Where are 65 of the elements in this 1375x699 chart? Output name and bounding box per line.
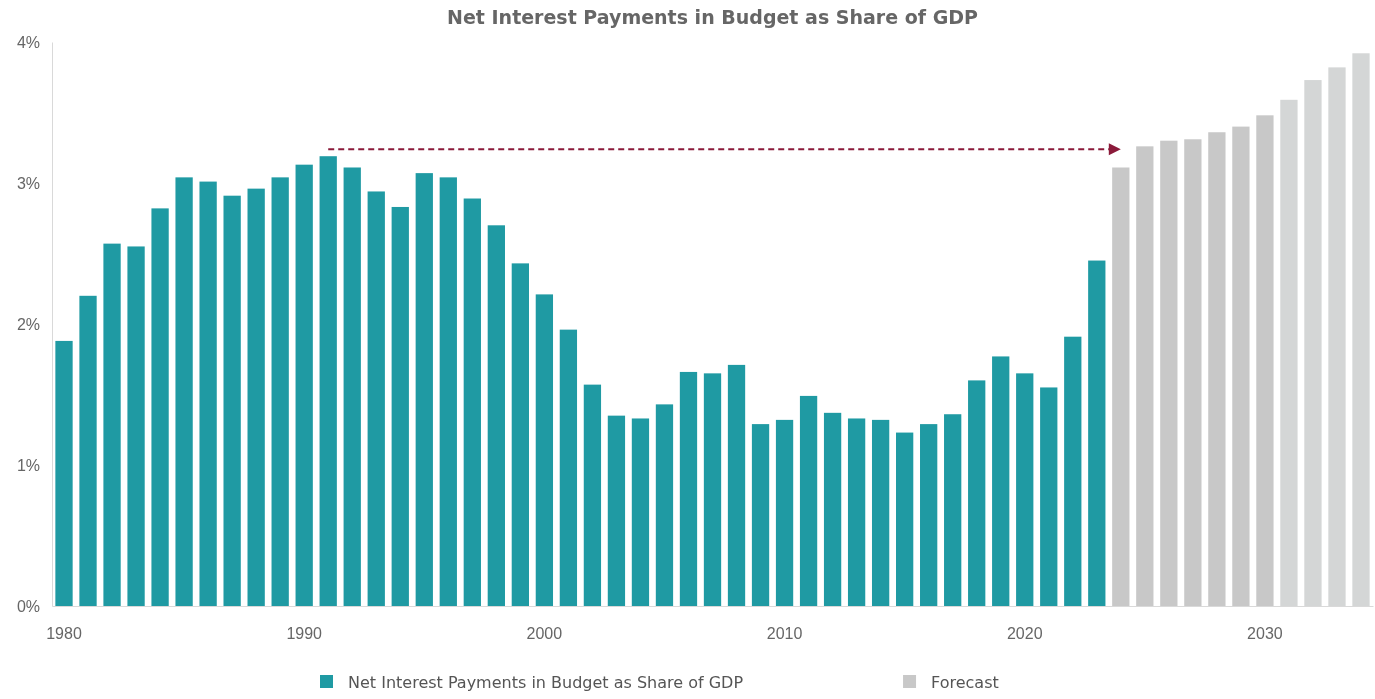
bar [1184, 139, 1202, 606]
y-tick-label: 1% [16, 456, 40, 474]
bar [1256, 115, 1274, 606]
legend-label: Forecast [931, 673, 999, 692]
bar [871, 419, 890, 606]
bar [1088, 260, 1106, 606]
bar [847, 418, 866, 606]
bar [79, 295, 97, 606]
bar [920, 424, 938, 606]
bar [511, 263, 529, 606]
bar [151, 208, 169, 606]
x-tick-label: 2030 [1247, 625, 1283, 643]
y-tick-label: 4% [16, 33, 40, 51]
bar [992, 356, 1010, 606]
bar [583, 384, 602, 606]
bar [199, 181, 217, 606]
bar [1112, 167, 1130, 606]
bar [319, 156, 337, 606]
bar [1040, 387, 1058, 606]
bar [631, 418, 650, 606]
y-tick-label: 3% [16, 174, 40, 192]
bar [559, 329, 578, 606]
bar [463, 198, 481, 606]
bar [487, 225, 505, 606]
bar [751, 424, 770, 606]
bar [968, 380, 986, 606]
bar [343, 167, 361, 606]
bar [607, 415, 626, 606]
bar [295, 164, 313, 606]
bar [703, 373, 722, 606]
y-tick-label: 0% [16, 597, 40, 615]
bar [223, 195, 241, 606]
bar [439, 177, 457, 606]
bar [1016, 373, 1034, 606]
bar [175, 177, 193, 606]
bar [655, 404, 674, 606]
x-tick-label: 2000 [526, 625, 563, 643]
bar [944, 414, 962, 606]
bar [391, 206, 409, 606]
bar [367, 191, 385, 606]
x-tick-label: 2010 [766, 625, 803, 643]
bar [823, 412, 842, 606]
chart-title: Net Interest Payments in Budget as Share of GDP [447, 6, 979, 28]
x-tick-label: 1990 [286, 625, 323, 643]
legend-label: Net Interest Payments in Budget as Share of GDP [348, 673, 744, 692]
x-tick-label: 1980 [46, 625, 82, 643]
bar [775, 419, 794, 606]
bar [103, 243, 121, 606]
bar [247, 188, 265, 606]
bar [727, 364, 746, 606]
x-tick-label: 2020 [1006, 625, 1043, 643]
bar [535, 294, 554, 606]
bar [1208, 132, 1226, 606]
bar [1232, 126, 1250, 606]
bar [55, 340, 73, 606]
bar [799, 395, 818, 606]
bar [1136, 146, 1154, 606]
bar [1160, 140, 1178, 606]
bar [271, 177, 289, 606]
bar [1064, 336, 1082, 606]
bar [127, 246, 145, 606]
bar [679, 371, 698, 606]
bar [415, 173, 433, 606]
y-tick-label: 2% [16, 315, 40, 333]
bar [896, 432, 914, 606]
